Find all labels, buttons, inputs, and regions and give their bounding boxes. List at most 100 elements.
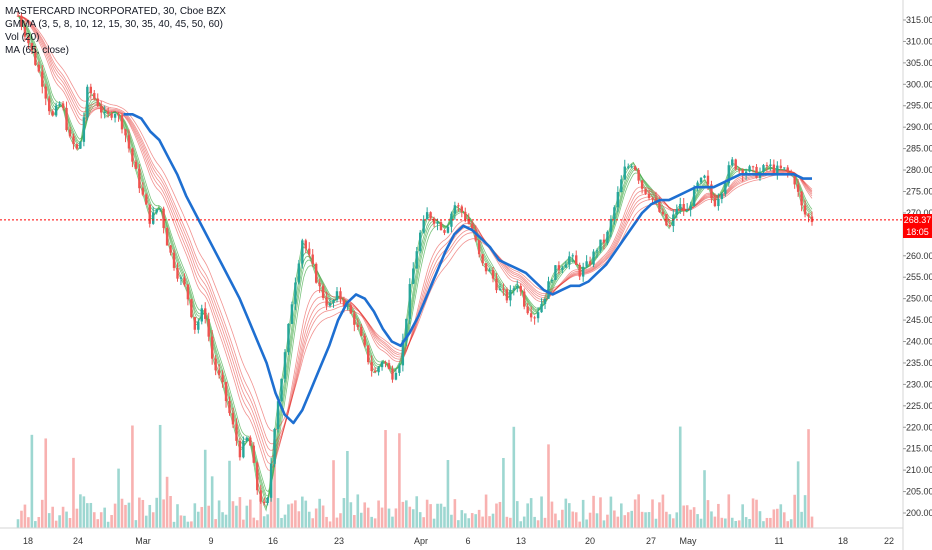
price-tick-label: 200.00 <box>906 508 932 518</box>
candle-body <box>304 240 307 249</box>
legend-volume[interactable]: Vol (20) <box>5 32 40 43</box>
candle-body <box>287 323 290 353</box>
volume-bar <box>158 424 162 528</box>
candle-body <box>419 232 422 252</box>
candle-body <box>93 93 96 99</box>
candle-body <box>106 111 110 114</box>
volume-bar <box>380 507 384 528</box>
candle-body <box>765 165 769 167</box>
candle-body <box>342 299 346 307</box>
candle-body <box>141 188 145 195</box>
candle-body <box>762 165 765 172</box>
candle-body <box>491 270 495 279</box>
legend-ma[interactable]: MA (65, close) <box>5 45 69 56</box>
legend-gmma[interactable]: GMMA (3, 5, 8, 10, 12, 15, 30, 35, 40, 4… <box>5 19 223 30</box>
candle-body <box>183 277 186 285</box>
candle-body <box>68 130 72 137</box>
volume-bar <box>214 519 217 528</box>
volume-bar <box>339 513 342 528</box>
volume-bar <box>564 498 568 528</box>
volume-bar <box>609 496 613 528</box>
candle-body <box>120 115 124 130</box>
volume-bar <box>595 513 599 528</box>
candle-body <box>477 240 481 255</box>
volume-bar <box>529 498 533 528</box>
candle-body <box>623 166 626 180</box>
candle-body <box>37 64 41 72</box>
price-tick-label: 275.00 <box>906 186 932 196</box>
volume-bar <box>370 516 373 528</box>
gmma-line <box>17 15 813 500</box>
volume-bar <box>405 500 408 528</box>
volume-bar <box>651 499 654 528</box>
volume-bar <box>231 501 235 528</box>
volume-bar <box>411 509 415 528</box>
candle-body <box>377 367 380 373</box>
volume-bar <box>190 521 193 528</box>
candle-body <box>481 254 484 264</box>
candle-body <box>214 358 217 371</box>
candle-body <box>412 268 415 285</box>
volume-bar <box>547 444 550 528</box>
candle-body <box>536 312 540 319</box>
candle-body <box>720 193 724 200</box>
price-axis[interactable]: 315.00 310.00 305.00 300.00 295.00 290.00 285.… <box>903 15 932 518</box>
volume-bar <box>647 512 651 528</box>
volume-bar <box>724 518 727 528</box>
volume-bar <box>668 514 672 528</box>
candle-body <box>228 401 231 414</box>
candle-body <box>172 252 176 268</box>
candle-body <box>581 266 585 277</box>
candle-body <box>75 144 79 149</box>
candles <box>16 11 814 506</box>
volume-bar <box>72 457 75 528</box>
candle-body <box>252 445 255 463</box>
candle-body <box>314 263 318 283</box>
volume-bar <box>394 508 398 528</box>
candle-body <box>110 113 113 118</box>
volume-bar <box>762 521 765 528</box>
candle-body <box>696 182 699 187</box>
candle-body <box>529 313 533 318</box>
candle-body <box>755 166 758 178</box>
candle-body <box>779 165 782 169</box>
volume-bar <box>34 521 37 528</box>
volume-bar <box>165 476 169 528</box>
candle-body <box>353 313 356 325</box>
candle-body <box>751 166 755 168</box>
volume-bar <box>68 518 72 528</box>
volume-bar <box>96 519 100 528</box>
volume-bar <box>640 511 644 528</box>
volume-bar <box>581 499 585 528</box>
time-tick-label: Mar <box>135 536 151 546</box>
candle-body <box>588 261 592 265</box>
candle-body <box>235 424 238 441</box>
volume-bar <box>748 518 751 528</box>
candle-body <box>321 286 325 298</box>
candle-body <box>512 288 516 290</box>
volume-bar <box>318 498 321 528</box>
volume-bar <box>540 496 543 528</box>
candle-body <box>661 211 665 215</box>
volume-bar <box>512 426 516 528</box>
time-axis[interactable]: 18 24 Mar 9 16 23 Apr 6 13 20 27 May 11 18 22 <box>23 536 894 546</box>
volume-bar <box>439 503 443 528</box>
volume-bar <box>543 517 547 528</box>
gmma-line <box>17 15 813 471</box>
volume-bar <box>287 504 290 528</box>
candle-body <box>16 15 20 17</box>
volume-bar <box>401 501 405 528</box>
volume-bar <box>599 497 602 528</box>
volume-bar <box>415 496 419 528</box>
volume-bar <box>235 505 238 528</box>
volume-bar <box>23 504 27 528</box>
volume-bar <box>678 426 682 528</box>
volume-bar <box>488 516 491 528</box>
candle-body <box>231 413 235 425</box>
volume-bar <box>148 504 152 528</box>
price-tick-label: 245.00 <box>906 315 932 325</box>
legend-symbol[interactable]: MASTERCARD INCORPORATED, 30, Cboe BZX <box>5 6 226 17</box>
candle-body <box>290 304 294 324</box>
candle-body <box>134 161 138 169</box>
